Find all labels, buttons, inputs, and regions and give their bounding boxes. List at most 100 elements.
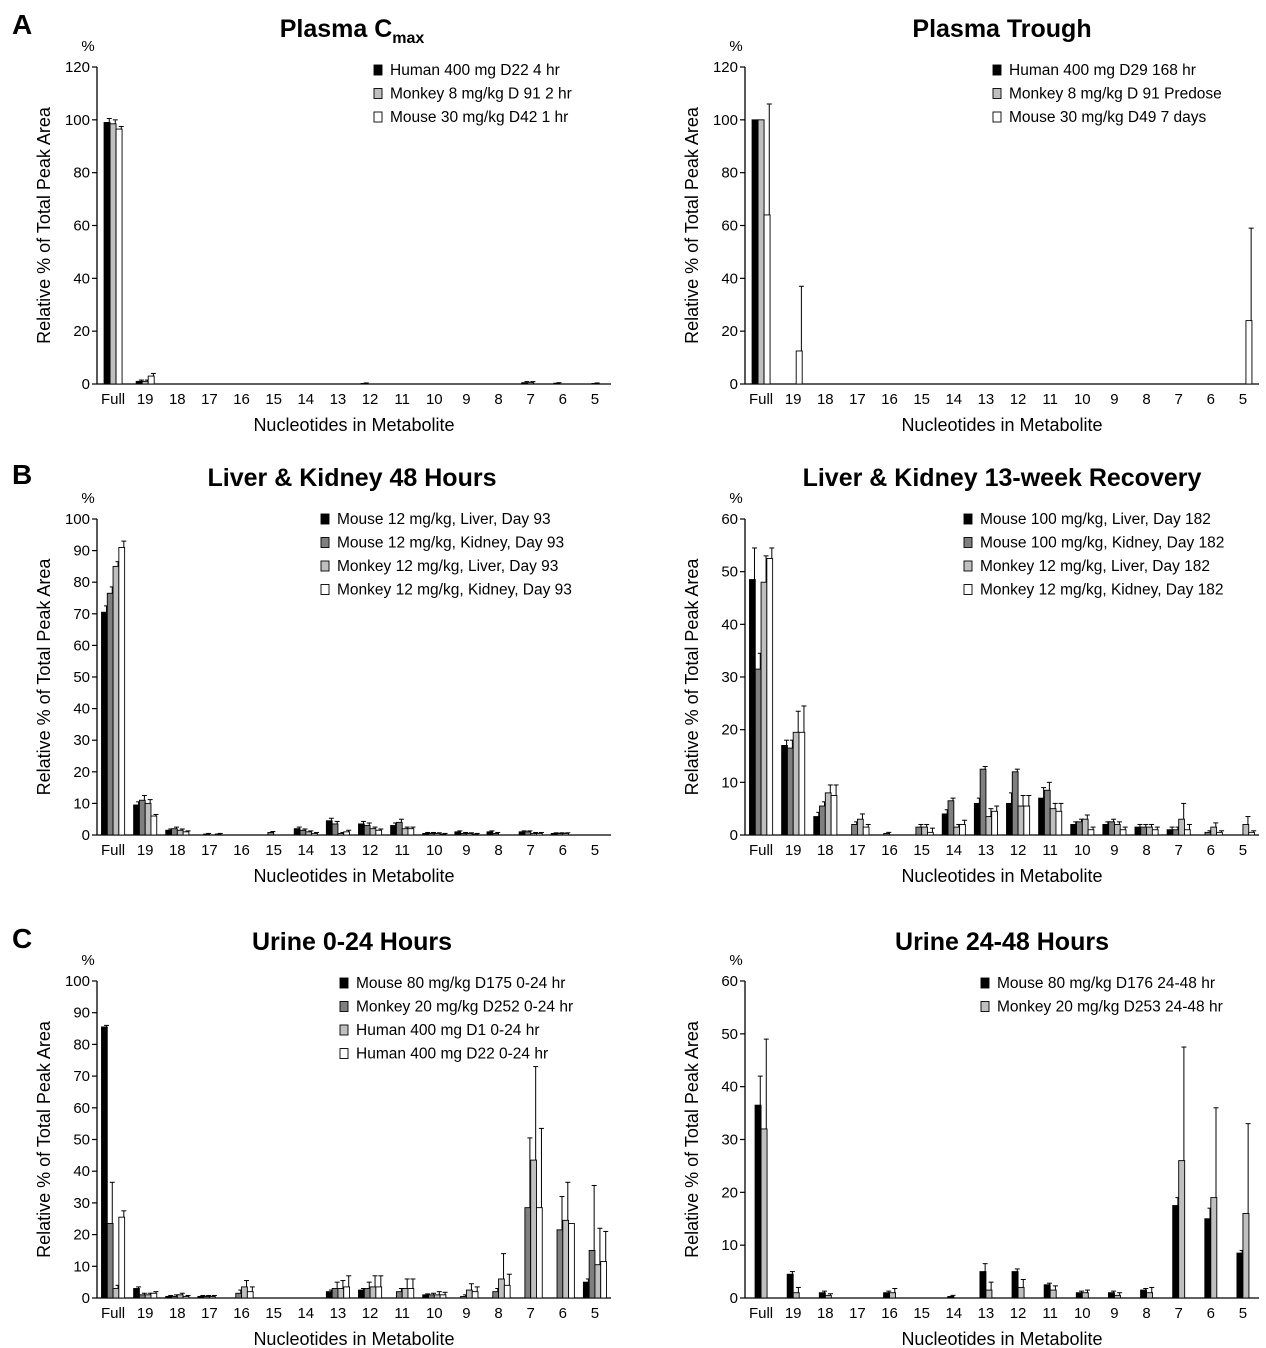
y-tick-label: 100: [65, 112, 90, 129]
bar: [331, 823, 339, 836]
x-tick-label: 18: [817, 842, 834, 859]
y-tick-label: 80: [721, 165, 738, 182]
x-tick-label: 19: [137, 1305, 154, 1322]
y-tick-label: 0: [730, 1290, 738, 1307]
x-tick-label: 19: [785, 1305, 802, 1322]
chart-title-subscript: max: [392, 30, 424, 47]
bar: [106, 592, 114, 836]
y-tick-label: 30: [721, 669, 738, 686]
series-3: [763, 103, 1254, 385]
legend: Mouse 12 mg/kg, Liver, Day 93 Mouse 12 mg…: [320, 511, 572, 599]
chart-2: Plasma Trough 0 20 40 60 80 100 120% Relative % …: [682, 15, 1259, 435]
bar: [133, 804, 140, 836]
bar: [1140, 826, 1148, 836]
series-2: [106, 1137, 597, 1299]
panel-letter-a: A: [12, 9, 32, 40]
bar: [439, 1294, 447, 1299]
bar: [751, 119, 759, 385]
x-tick-label: 10: [426, 391, 443, 408]
x-tick-label: 16: [233, 842, 250, 859]
y-tick-label: 80: [73, 574, 90, 591]
legend-label: Monkey 20 mg/kg D253 24-48 hr: [997, 999, 1223, 1016]
bar: [165, 829, 172, 836]
bar: [138, 799, 146, 836]
legend-swatch: [373, 111, 383, 123]
x-tick-label: 15: [913, 391, 930, 408]
bar: [390, 825, 397, 836]
bar: [1102, 824, 1110, 836]
legend-swatch: [980, 1001, 990, 1012]
bar: [1242, 1213, 1250, 1299]
x-tick-label: 17: [849, 391, 866, 408]
series-3: [115, 125, 156, 385]
bar: [786, 1273, 794, 1299]
chart-title: Plasma Trough: [912, 15, 1091, 43]
bar: [144, 802, 152, 836]
y-tick-label: 90: [73, 1005, 90, 1022]
bar: [465, 1289, 473, 1299]
bar: [1184, 829, 1191, 836]
x-tick-label: 10: [1074, 842, 1091, 859]
bar: [133, 1288, 140, 1299]
legend-label: Mouse 80 mg/kg D175 0-24 hr: [356, 975, 565, 992]
x-tick-label: 14: [297, 842, 314, 859]
bar: [1172, 829, 1180, 836]
x-tick-label: Full: [749, 842, 773, 859]
y-tick-label: 30: [721, 1132, 738, 1149]
bar: [428, 1294, 435, 1299]
legend-label: Human 400 mg D29 168 hr: [1009, 62, 1196, 79]
bar: [109, 123, 117, 385]
bar: [401, 828, 409, 836]
bar: [1119, 829, 1127, 836]
bar: [337, 832, 345, 836]
y-unit-label: %: [81, 952, 94, 969]
x-tick-label: 8: [494, 391, 502, 408]
bar: [118, 1216, 126, 1299]
x-tick-label: 18: [169, 842, 186, 859]
series-2: [760, 1038, 1251, 1299]
bar: [883, 832, 891, 836]
bar: [941, 813, 949, 836]
chart-title: Urine 24-48 Hours: [895, 928, 1109, 956]
x-tick-label: 8: [1142, 842, 1150, 859]
legend-label: Mouse 12 mg/kg, Liver, Day 93: [337, 511, 551, 528]
bar: [395, 821, 403, 836]
bar: [553, 382, 561, 385]
bar: [1178, 1160, 1186, 1299]
bar: [203, 833, 210, 836]
legend-label: Mouse 30 mg/kg D42 1 hr: [390, 109, 568, 126]
x-tick-label: 6: [559, 1305, 567, 1322]
bar: [979, 768, 987, 836]
y-tick-label: 100: [65, 511, 90, 528]
bar: [1113, 1294, 1121, 1299]
legend-swatch: [992, 64, 1002, 76]
bar: [1210, 826, 1218, 836]
x-tick-label: 18: [169, 391, 186, 408]
bar: [138, 1294, 146, 1299]
bar: [433, 832, 441, 836]
bar: [921, 826, 928, 836]
bar: [959, 824, 966, 836]
x-tick-label: 12: [1010, 1305, 1027, 1322]
bar: [1166, 829, 1174, 836]
legend-swatch: [339, 1001, 349, 1012]
bar: [492, 832, 500, 836]
x-tick-label: 7: [527, 391, 535, 408]
y-axis-label: Relative % of Total Peak Area: [34, 1020, 54, 1258]
x-tick-label: 13: [330, 842, 347, 859]
legend-swatch: [992, 111, 1002, 123]
x-tick-label: 5: [1239, 391, 1247, 408]
x-tick-label: 15: [265, 1305, 282, 1322]
x-tick-label: 7: [527, 1305, 535, 1322]
bar: [536, 1207, 543, 1299]
x-tick-label: 16: [233, 391, 250, 408]
x-tick-label: 8: [1142, 391, 1150, 408]
y-axis-label: Relative % of Total Peak Area: [34, 106, 54, 344]
x-tick-label: 10: [426, 1305, 443, 1322]
x-tick-label: 12: [362, 842, 379, 859]
bar: [749, 579, 756, 836]
y-tick-label: 20: [721, 722, 738, 739]
bar: [1011, 771, 1019, 836]
x-tick-label: 12: [362, 391, 379, 408]
legend-swatch: [339, 1048, 349, 1059]
